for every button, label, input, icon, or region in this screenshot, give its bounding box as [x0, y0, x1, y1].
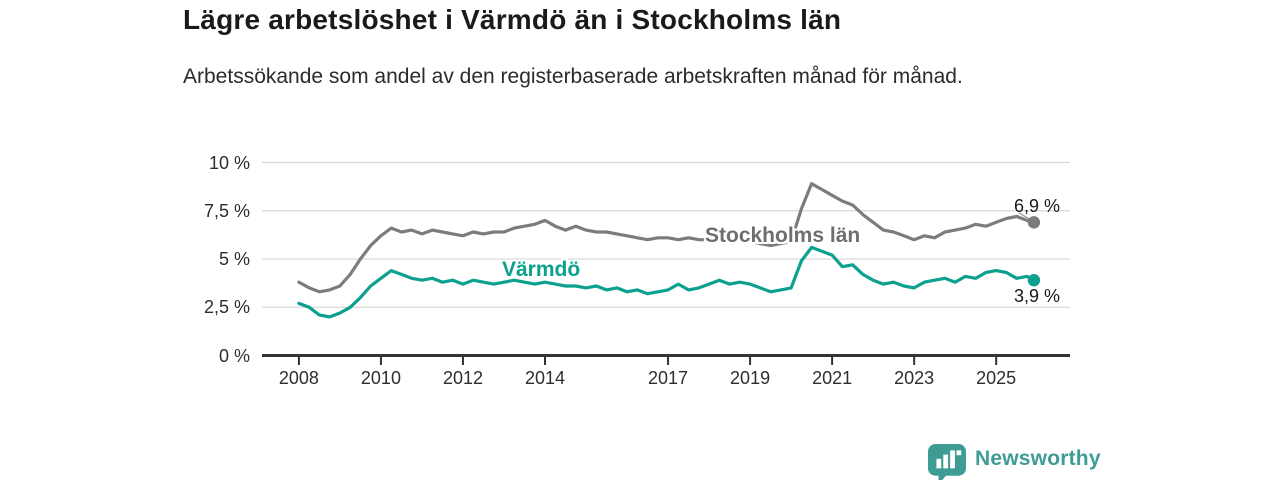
end-label-connector: [1018, 212, 1031, 220]
x-axis: [262, 354, 1070, 365]
x-axis-label: 2012: [442, 368, 483, 388]
x-axis-label: 2023: [894, 368, 935, 388]
y-axis-label: 5 %: [218, 249, 250, 269]
gridlines: [262, 161, 1070, 308]
series-label-stockholms-lan: Stockholms län: [705, 224, 861, 247]
x-axis-label: 2019: [730, 368, 771, 388]
y-axis-label: 10 %: [208, 152, 250, 173]
x-axis-label: 2025: [976, 368, 1017, 388]
series-line-varmdo: [297, 245, 1036, 319]
series-label-varmdo: Värmdö: [502, 258, 581, 281]
newsworthy-logo: Newsworthy: [928, 444, 1101, 480]
series-line-stockholms-lan: [297, 182, 1036, 294]
chart-subtitle: Arbetssökande som andel av den registerb…: [183, 65, 963, 88]
series-lines: [297, 182, 1041, 319]
x-axis-label: 2010: [360, 368, 401, 388]
end-dot-stockholms-lan: [1027, 216, 1041, 229]
y-axis-label: 0 %: [218, 345, 250, 366]
y-axis-label: 7,5 %: [203, 200, 250, 221]
newsworthy-bar-chart-bubble-icon: [928, 444, 966, 480]
end-value-label-stockholms-lan: 6,9 %: [1013, 196, 1060, 216]
page-title: Lägre arbetslöshet i Värmdö än i Stockho…: [183, 4, 842, 35]
x-axis-label: 2014: [524, 368, 566, 388]
x-axis-label: 2021: [812, 368, 853, 388]
end-value-label-varmdo: 3,9 %: [1013, 286, 1060, 306]
y-axis-label: 2,5 %: [203, 297, 250, 318]
x-axis-label: 2017: [648, 368, 689, 388]
x-axis-label: 2008: [278, 368, 319, 388]
end-dot-varmdo: [1027, 274, 1041, 287]
newsworthy-logo-text: Newsworthy: [975, 447, 1101, 470]
